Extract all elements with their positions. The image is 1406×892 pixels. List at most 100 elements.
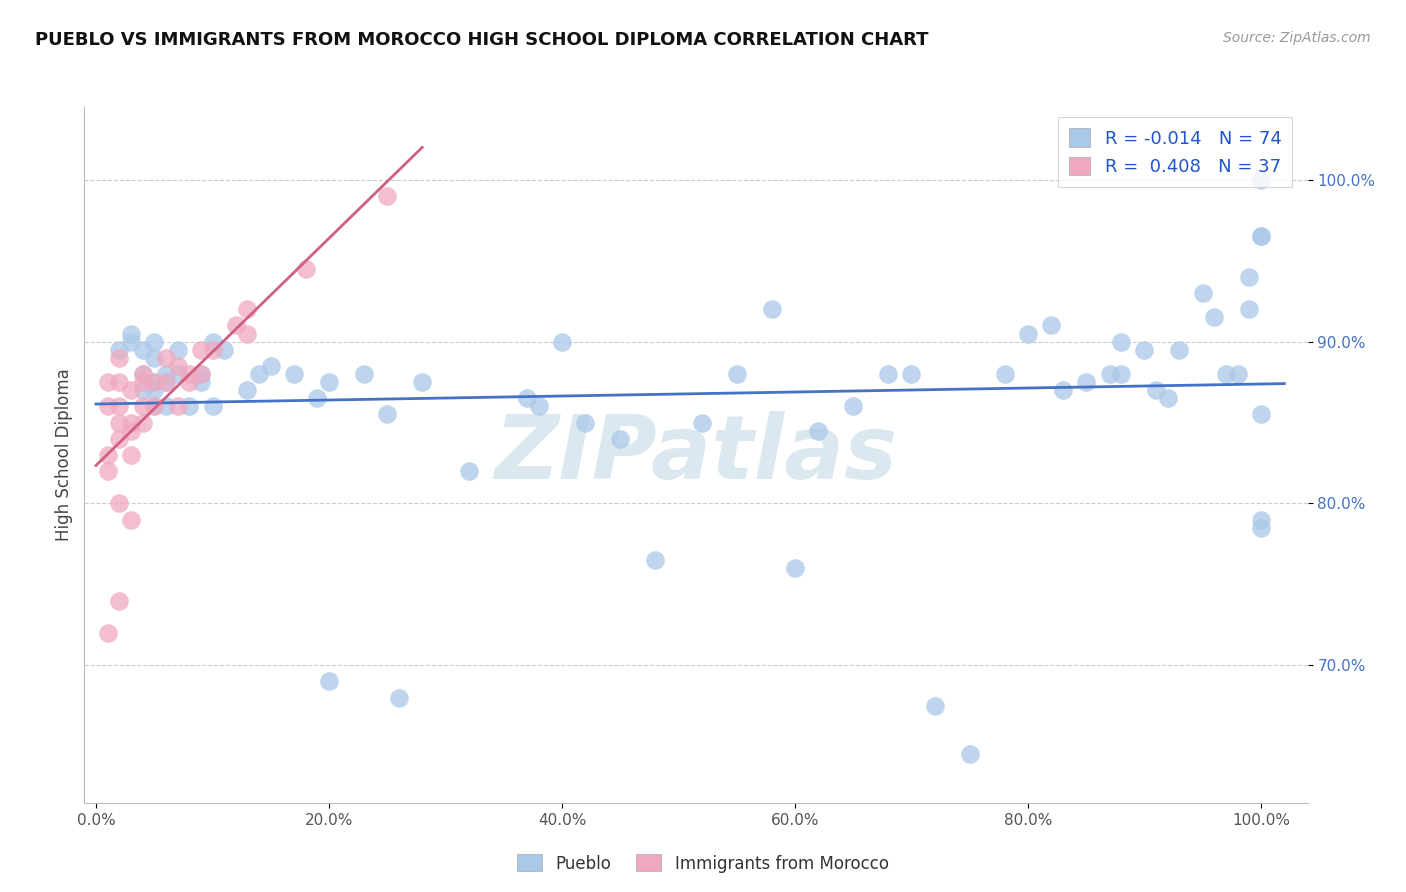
Legend: Pueblo, Immigrants from Morocco: Pueblo, Immigrants from Morocco [510, 847, 896, 880]
Point [807, 424, 830, 438]
Point [294, 261, 316, 276]
Point [166, 343, 188, 357]
Point [388, 690, 411, 705]
Point [1144, 383, 1167, 397]
Point [166, 367, 188, 381]
Point [212, 343, 235, 357]
Point [353, 367, 375, 381]
Point [1191, 286, 1213, 301]
Point [108, 416, 131, 430]
Point [166, 400, 188, 414]
Point [1040, 318, 1063, 333]
Point [166, 359, 188, 373]
Point [924, 698, 946, 713]
Point [179, 375, 201, 389]
Point [260, 359, 283, 373]
Point [97, 626, 120, 640]
Point [1052, 383, 1074, 397]
Point [1250, 229, 1272, 244]
Point [375, 189, 398, 203]
Point [131, 400, 153, 414]
Point [97, 400, 120, 414]
Point [108, 351, 131, 365]
Point [877, 367, 900, 381]
Point [131, 383, 153, 397]
Point [1250, 229, 1272, 244]
Text: ZIPatlas: ZIPatlas [495, 411, 897, 499]
Point [201, 334, 224, 349]
Point [190, 367, 212, 381]
Point [236, 302, 259, 317]
Point [318, 674, 340, 689]
Point [551, 334, 574, 349]
Point [97, 464, 120, 478]
Point [131, 343, 153, 357]
Point [842, 400, 865, 414]
Point [143, 334, 166, 349]
Point [108, 343, 131, 357]
Point [108, 375, 131, 389]
Point [190, 343, 212, 357]
Point [1017, 326, 1039, 341]
Point [155, 375, 177, 389]
Point [307, 392, 329, 406]
Point [1204, 310, 1226, 325]
Point [1133, 343, 1156, 357]
Point [225, 318, 247, 333]
Point [1109, 367, 1132, 381]
Point [375, 408, 398, 422]
Point [1250, 513, 1272, 527]
Point [527, 400, 550, 414]
Point [131, 375, 153, 389]
Point [143, 400, 166, 414]
Point [318, 375, 340, 389]
Point [1250, 408, 1272, 422]
Y-axis label: High School Diploma: High School Diploma [55, 368, 73, 541]
Point [143, 375, 166, 389]
Point [994, 367, 1017, 381]
Point [143, 400, 166, 414]
Point [97, 375, 120, 389]
Point [1250, 521, 1272, 535]
Point [120, 334, 142, 349]
Point [155, 351, 177, 365]
Point [1157, 392, 1180, 406]
Point [108, 400, 131, 414]
Point [179, 400, 201, 414]
Point [108, 593, 131, 607]
Point [155, 375, 177, 389]
Point [1098, 367, 1121, 381]
Point [690, 416, 713, 430]
Point [143, 375, 166, 389]
Point [1239, 269, 1261, 284]
Point [457, 464, 479, 478]
Point [1109, 334, 1132, 349]
Point [179, 367, 201, 381]
Point [1250, 173, 1272, 187]
Point [574, 416, 596, 430]
Point [120, 326, 142, 341]
Point [761, 302, 783, 317]
Point [644, 553, 666, 567]
Point [120, 424, 142, 438]
Point [143, 383, 166, 397]
Point [959, 747, 981, 762]
Point [516, 392, 538, 406]
Point [108, 496, 131, 510]
Point [190, 367, 212, 381]
Point [143, 351, 166, 365]
Legend: R = -0.014   N = 74, R =  0.408   N = 37: R = -0.014 N = 74, R = 0.408 N = 37 [1057, 118, 1292, 186]
Point [1076, 375, 1098, 389]
Point [1215, 367, 1237, 381]
Text: Source: ZipAtlas.com: Source: ZipAtlas.com [1223, 31, 1371, 45]
Point [783, 561, 806, 575]
Point [1168, 343, 1191, 357]
Point [155, 400, 177, 414]
Point [120, 416, 142, 430]
Point [1226, 367, 1249, 381]
Point [283, 367, 305, 381]
Point [131, 367, 153, 381]
Point [411, 375, 433, 389]
Point [120, 383, 142, 397]
Point [236, 383, 259, 397]
